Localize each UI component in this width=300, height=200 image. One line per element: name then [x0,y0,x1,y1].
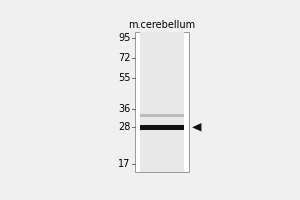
Bar [140,125,184,130]
Text: 55: 55 [118,73,130,83]
Bar [140,114,184,117]
Text: 95: 95 [118,33,130,43]
Text: 28: 28 [118,122,130,132]
Polygon shape [192,123,201,132]
Bar [140,32,184,172]
Text: 17: 17 [118,159,130,169]
Text: 36: 36 [118,104,130,114]
Bar [135,32,189,172]
Text: 72: 72 [118,53,130,63]
Text: m.cerebellum: m.cerebellum [128,20,196,30]
